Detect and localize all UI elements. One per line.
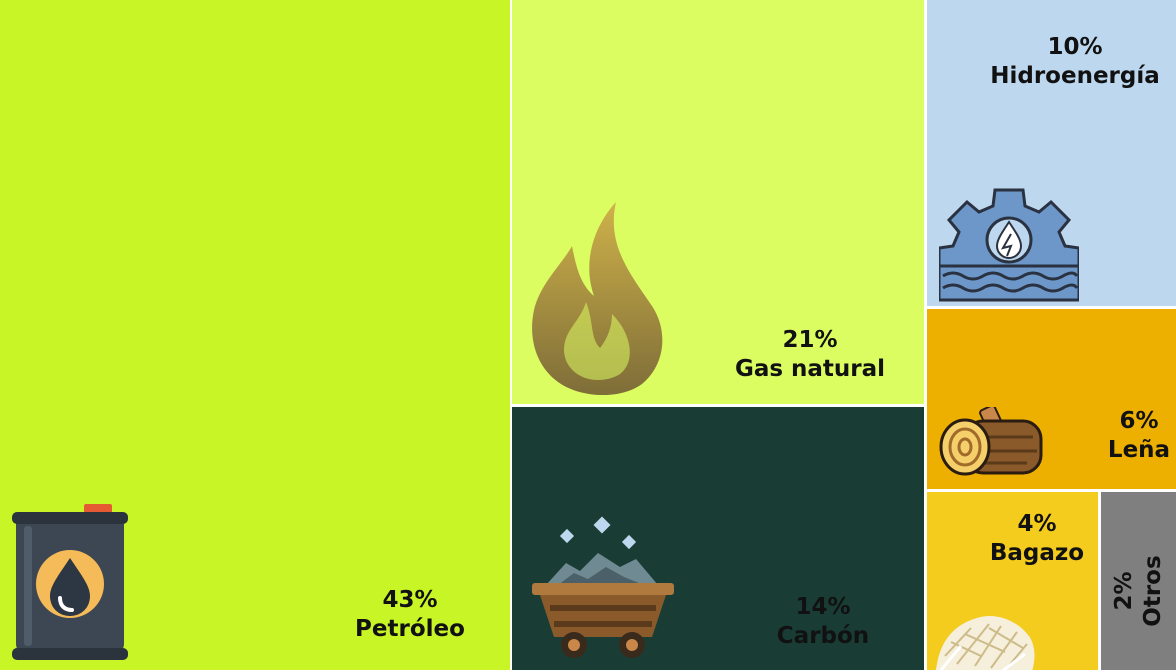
tile-lena: 6% Leña (927, 309, 1176, 489)
label-carbon-name: Carbón (776, 623, 870, 649)
hydro-gear-icon (939, 188, 1079, 302)
tile-hidroenergia: 10% Hidroenergía (927, 0, 1176, 306)
label-gas-natural-name: Gas natural (734, 356, 886, 382)
label-lena: 6% Leña (1089, 407, 1176, 465)
label-hidroenergia-pct: 10% (1047, 34, 1103, 60)
tile-gas-natural: 21% Gas natural (512, 0, 924, 404)
tile-bagazo: 4% Bagazo (927, 492, 1098, 670)
label-gas-natural-pct: 21% (782, 327, 838, 353)
label-lena-name: Leña (1107, 437, 1171, 463)
label-otros-pct: 2% (1111, 571, 1137, 611)
bagasse-icon (935, 616, 1035, 670)
label-petroleo-pct: 43% (382, 587, 438, 613)
label-petroleo-name: Petróleo (355, 616, 465, 642)
tile-otros: 2% Otros (1101, 492, 1176, 670)
tile-carbon: 14% Carbón (512, 407, 924, 670)
label-hidroenergia-name: Hidroenergía (990, 63, 1160, 89)
label-bagazo-pct: 4% (1017, 511, 1057, 537)
flame-icon (532, 202, 663, 396)
label-hidroenergia: 10% Hidroenergía (975, 33, 1175, 91)
tile-petroleo: 43% Petróleo (0, 0, 510, 670)
coal-cart-icon (532, 516, 674, 658)
label-bagazo-name: Bagazo (989, 540, 1085, 566)
oil-barrel-icon (12, 504, 128, 660)
label-otros-name: Otros (1140, 555, 1166, 627)
label-gas-natural: 21% Gas natural (720, 326, 900, 384)
log-icon (939, 407, 1043, 476)
label-otros: 2% Otros (1110, 531, 1168, 651)
label-bagazo: 4% Bagazo (977, 510, 1097, 568)
label-petroleo: 43% Petróleo (340, 586, 480, 644)
label-carbon-pct: 14% (795, 594, 851, 620)
label-carbon: 14% Carbón (758, 593, 888, 651)
label-lena-pct: 6% (1119, 408, 1159, 434)
